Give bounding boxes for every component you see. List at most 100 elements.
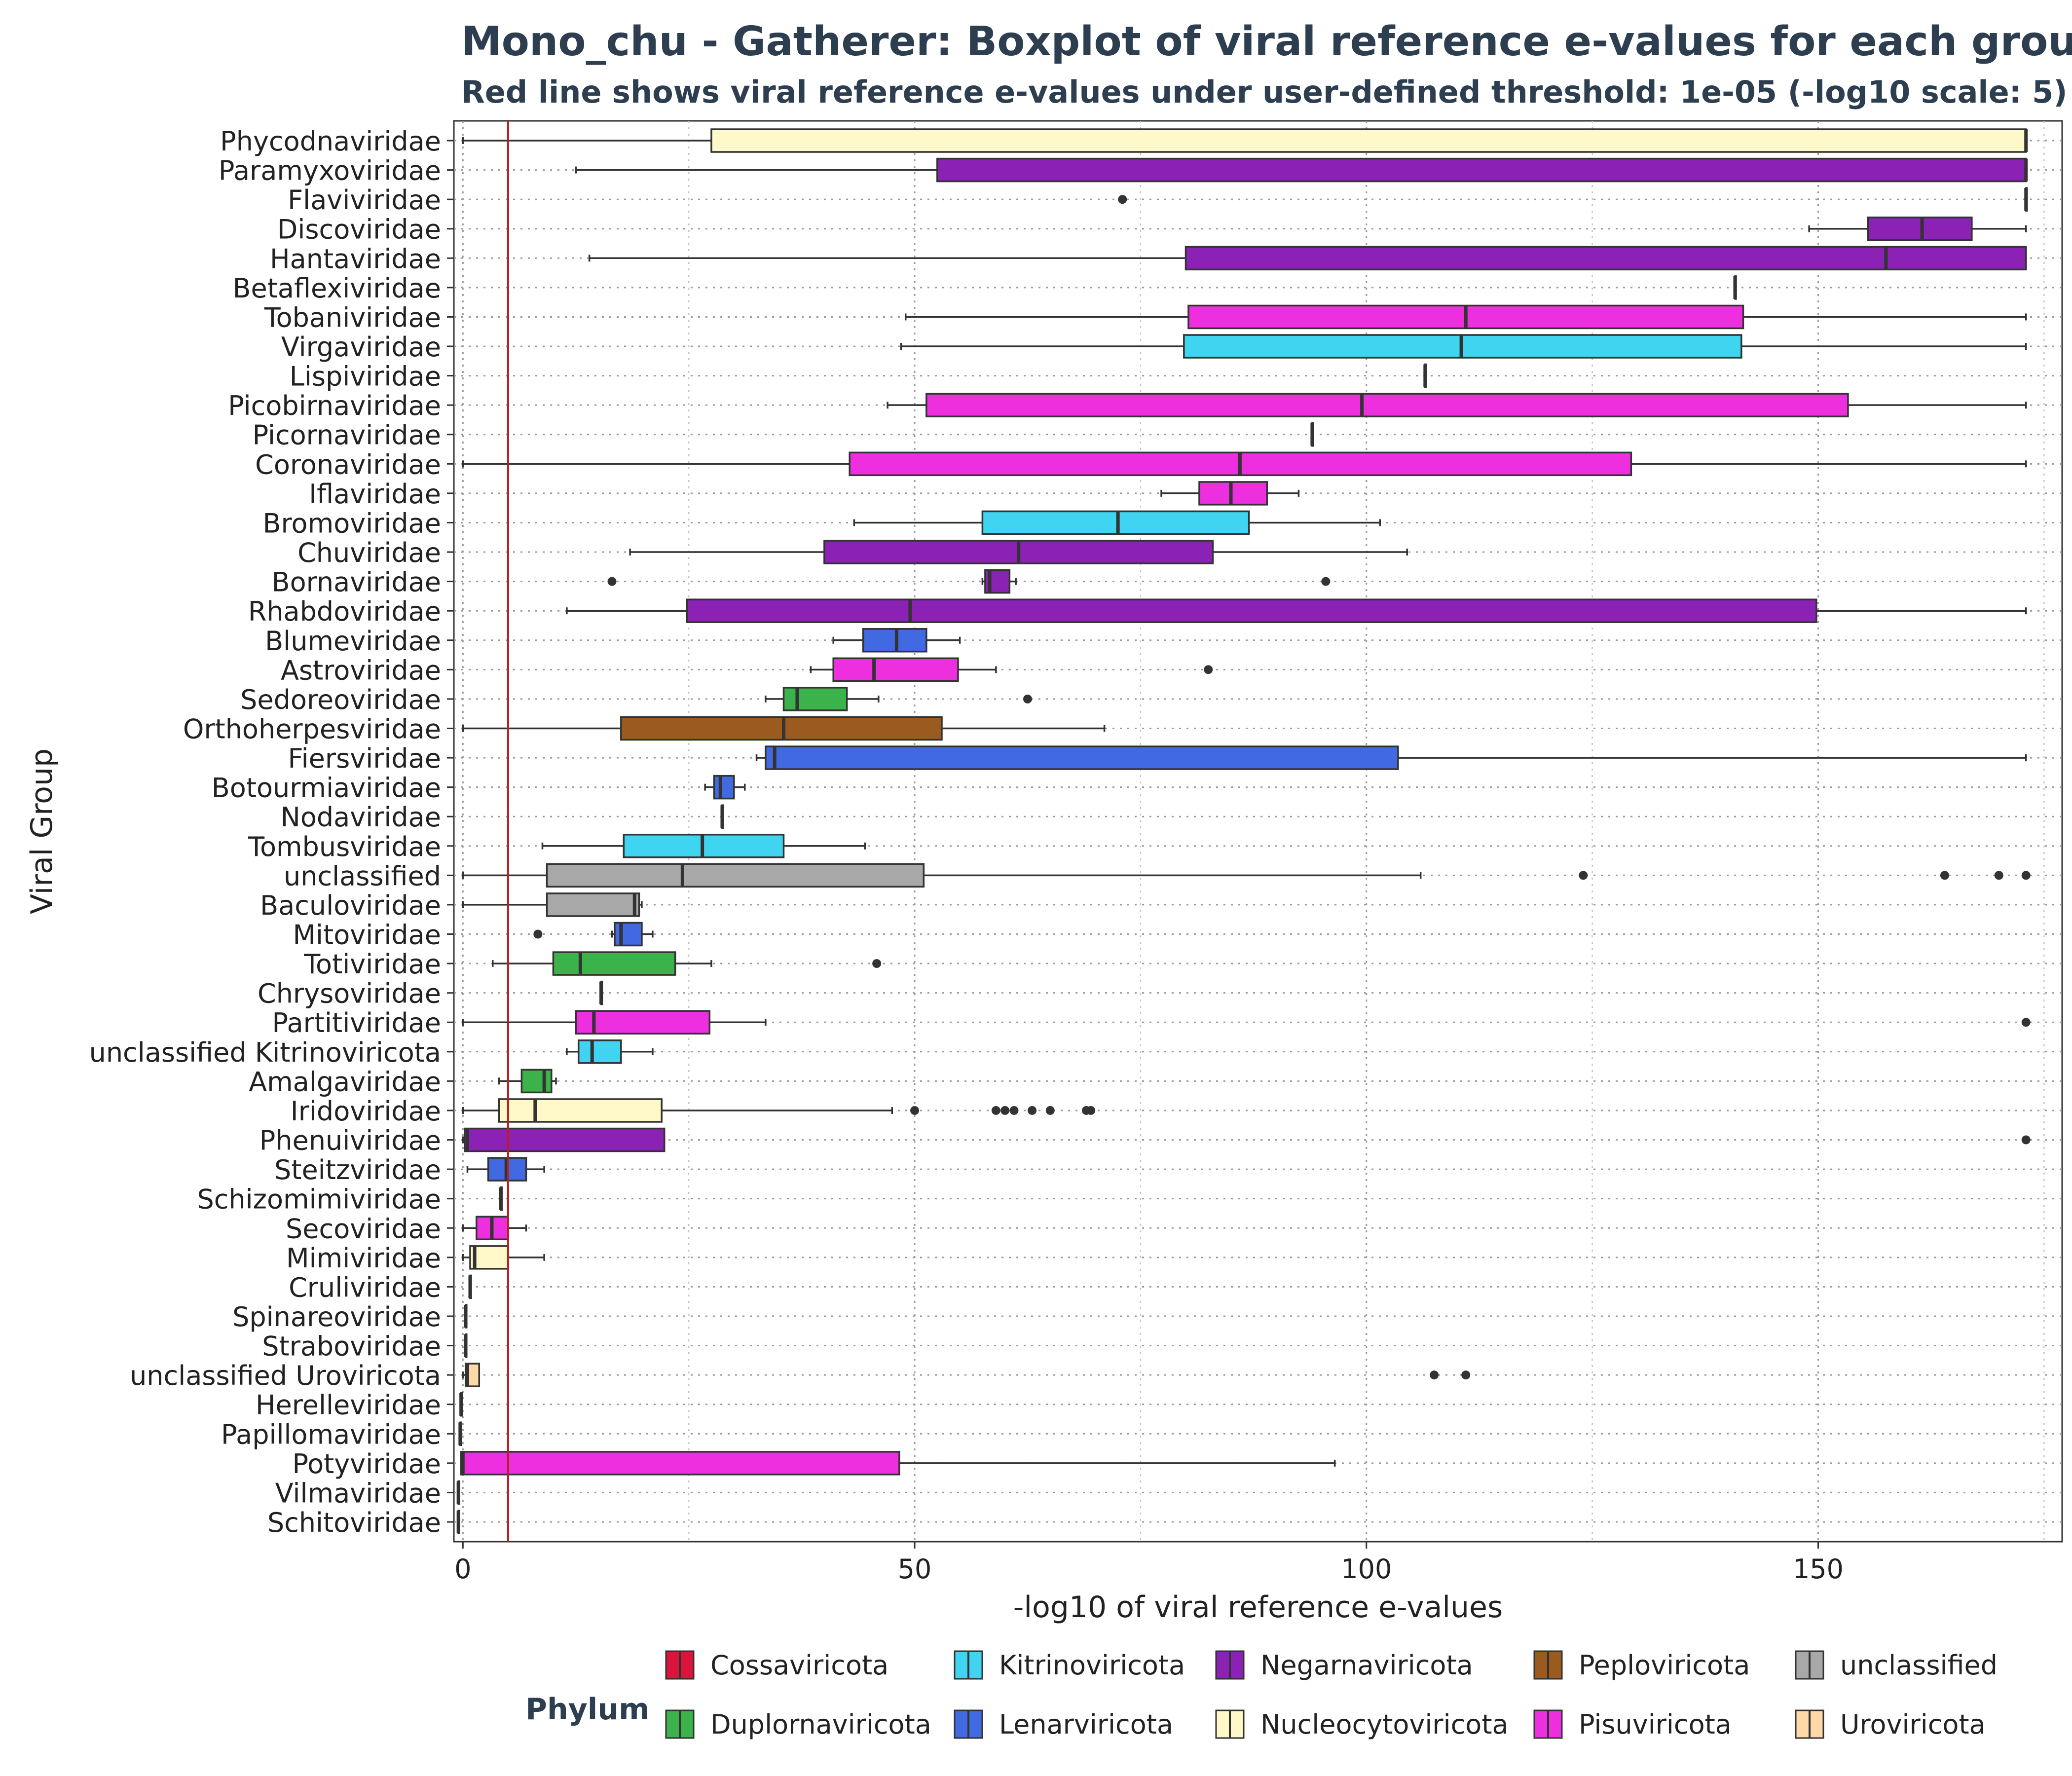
iqr-box (925, 393, 1849, 417)
box-unclassified-kitrinoviricota (566, 1039, 654, 1064)
box-straboviridae (464, 1333, 468, 1358)
y-tick-label: Nodaviridae (280, 802, 441, 833)
plot-panel (453, 120, 2063, 1543)
y-tick-label: Spinareoviridae (232, 1301, 441, 1332)
box-bromoviridae (853, 510, 1381, 535)
box-virgaviridae (900, 334, 2027, 359)
iqr-box (546, 863, 925, 888)
legend-item: Nucleocytoviricota (1215, 1709, 1509, 1740)
legend-label: Negarnaviricota (1260, 1650, 1473, 1681)
box-betaflexiviridae (1733, 275, 1737, 300)
box-tobaniviridae (904, 304, 2027, 330)
outlier-point (1461, 1370, 1471, 1380)
iqr-box (862, 628, 927, 653)
iqr-box (1184, 246, 2027, 271)
box-unclassified-uroviricota (462, 1363, 1471, 1387)
iqr-box (981, 510, 1250, 535)
box-mitoviridae (533, 922, 654, 947)
legend-label: Duplornaviricota (710, 1709, 931, 1740)
legend-item: Lenarviricota (954, 1709, 1173, 1740)
legend-item: Peploviricota (1533, 1650, 1750, 1681)
y-tick-label: Botourmiaviridae (212, 773, 441, 804)
y-tick-label: Lispiviridae (290, 361, 441, 392)
y-tick-label: Betaflexiviridae (232, 273, 441, 304)
y-tick-label: Steitzviridae (274, 1154, 441, 1185)
y-tick-label: Mimiviridae (286, 1243, 441, 1274)
outlier-point (991, 1106, 1000, 1115)
y-tick-label: Picornaviridae (253, 420, 441, 451)
box-discoviridae (1808, 216, 2027, 241)
outlier-point (1204, 665, 1213, 674)
outlier-point (2021, 871, 2031, 880)
y-tick-label: Schizomimiviridae (197, 1184, 441, 1215)
box-chrysoviridae (599, 980, 603, 1005)
box-picobirnaviridae (887, 393, 2027, 417)
chart-subtitle: Red line shows viral reference e-values … (461, 74, 2068, 110)
box-coronaviridae (462, 451, 2027, 477)
outlier-point (607, 577, 617, 586)
iqr-box (546, 892, 640, 917)
y-tick-label: Picobirnaviridae (228, 390, 441, 421)
box-unclassified (462, 863, 2031, 888)
legend-label: Nucleocytoviricota (1260, 1709, 1509, 1740)
legend-label: Lenarviricota (999, 1709, 1173, 1740)
y-tick-label: Chuviridae (297, 537, 441, 568)
legend-item: Kitrinoviricota (954, 1650, 1185, 1681)
box-papillomaviridae (458, 1421, 462, 1446)
box-botourmiaviridae (704, 775, 746, 800)
y-tick-label: unclassified (284, 860, 441, 891)
y-tick-label: Phenuiviridae (259, 1125, 441, 1156)
chart-title: Mono_chu - Gatherer: Boxplot of viral re… (461, 18, 2072, 65)
box-phycodnaviridae (462, 128, 2028, 153)
iqr-box (936, 157, 2027, 183)
iqr-box (614, 922, 643, 947)
outlier-point (872, 959, 882, 968)
box-sedoreoviridae (765, 687, 1032, 711)
y-tick-label: Papillomaviridae (221, 1419, 441, 1450)
legend-label: Pisuviricota (1579, 1709, 1732, 1740)
legend-item: Pisuviricota (1533, 1709, 1732, 1740)
box-rhabdoviridae (566, 598, 2027, 623)
box-astroviridae (810, 657, 1213, 682)
box-orthoherpesviridae (462, 716, 1106, 741)
y-tick-label: Blumeviridae (265, 626, 441, 657)
box-schizomimiviridae (499, 1186, 503, 1211)
y-tick-label: Astroviridae (281, 655, 441, 686)
outlier-point (1023, 694, 1032, 703)
y-tick-label: Bornaviridae (272, 567, 441, 598)
outlier-point (2021, 1018, 2031, 1027)
outlier-point (1321, 577, 1331, 586)
y-tick-label: Herelleviridae (256, 1390, 441, 1421)
y-tick-label: Vilmaviridae (275, 1478, 441, 1509)
y-tick-label: Discoviridae (277, 214, 441, 245)
legend-label: unclassified (1840, 1650, 1998, 1681)
y-tick-label: Phycodnaviridae (220, 126, 441, 157)
outlier-point (2021, 1135, 2031, 1145)
outlier-point (1045, 1106, 1055, 1115)
box-partitiviridae (462, 1010, 2031, 1035)
box-flaviviridae (1118, 187, 2028, 212)
legend-label: Cossaviricota (710, 1650, 888, 1681)
legend-item: Uroviricota (1795, 1709, 1986, 1740)
y-tick-label: Mitoviridae (293, 920, 441, 951)
outlier-point (1000, 1106, 1010, 1115)
outlier-point (1086, 1106, 1096, 1115)
y-tick-label: Sedoreoviridae (240, 684, 441, 715)
box-potyviridae (460, 1451, 1336, 1476)
box-baculoviridae (462, 892, 643, 917)
outlier-point (1430, 1370, 1439, 1380)
y-tick-label: Secoviridae (286, 1213, 441, 1244)
iqr-box (782, 687, 848, 711)
y-tick-label: Totiviridae (303, 949, 441, 980)
iqr-box (765, 745, 1399, 770)
x-tick-label: 0 (454, 1554, 471, 1585)
legend-label: Uroviricota (1840, 1709, 1986, 1740)
box-schitoviridae (456, 1510, 460, 1534)
iqr-box (575, 1010, 711, 1035)
box-fiersviridae (755, 745, 2027, 770)
iqr-box (713, 775, 735, 800)
legend-label: Peploviricota (1579, 1650, 1750, 1681)
box-bornaviridae (607, 569, 1331, 594)
box-amalgaviridae (498, 1069, 557, 1094)
